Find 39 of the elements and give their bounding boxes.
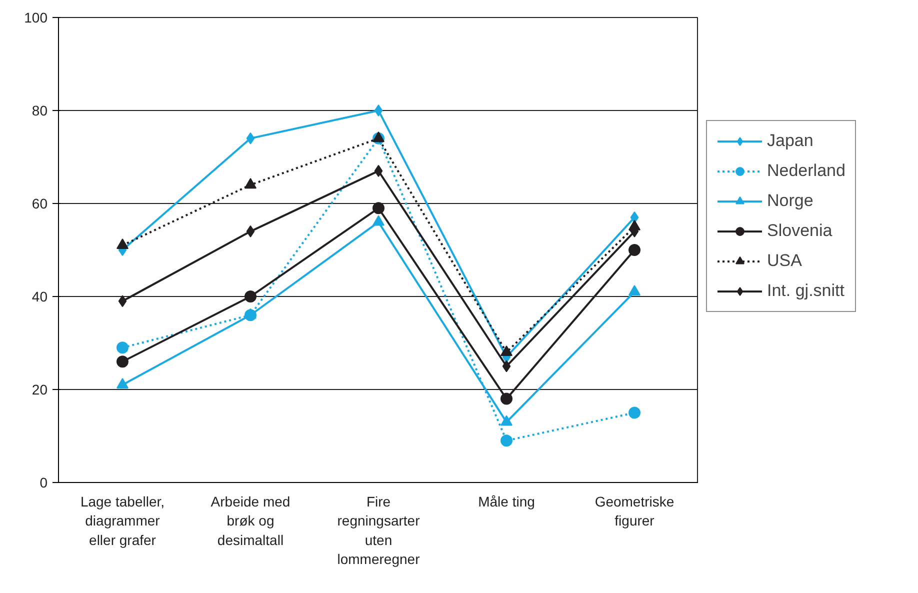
y-tick-label: 0 <box>40 474 48 490</box>
point <box>244 308 256 319</box>
legend-label: Japan <box>767 131 814 151</box>
y-tick-label: 40 <box>32 288 48 304</box>
point <box>628 285 640 296</box>
x-tick-label: Geometriske figurer <box>594 494 674 529</box>
point <box>500 392 512 405</box>
y-tick-label: 80 <box>32 102 48 118</box>
x-tick-label: Lage tabeller, diagrammer eller grafer <box>80 494 165 548</box>
point <box>372 215 384 226</box>
point <box>118 295 127 308</box>
point <box>116 378 128 389</box>
y-tick-label: 20 <box>32 382 48 398</box>
point <box>500 434 512 447</box>
point <box>374 104 383 116</box>
y-tick-label: 100 <box>24 10 48 26</box>
point <box>374 164 383 177</box>
point <box>500 345 512 356</box>
x-tick-label: Arbeide med brøk og desimaltall <box>210 494 290 548</box>
point <box>244 290 256 302</box>
point <box>628 406 640 419</box>
x-tick-label: Måle ting <box>478 494 535 510</box>
point <box>246 225 255 238</box>
point <box>116 238 128 250</box>
point <box>502 360 511 372</box>
point <box>372 202 384 214</box>
point <box>244 178 256 189</box>
legend-label: Int. gj.snitt <box>767 281 844 301</box>
legend-label: USA <box>767 251 802 271</box>
point <box>628 244 640 256</box>
y-tick-label: 60 <box>32 196 48 212</box>
point <box>500 415 512 426</box>
point <box>116 342 128 354</box>
point <box>116 356 128 368</box>
legend-label: Nederland <box>767 161 846 181</box>
legend-label: Norge <box>767 191 814 211</box>
x-tick-label: Fire regningsarter uten lommeregner <box>337 494 420 568</box>
point <box>246 132 255 144</box>
legend-label: Slovenia <box>767 221 832 241</box>
